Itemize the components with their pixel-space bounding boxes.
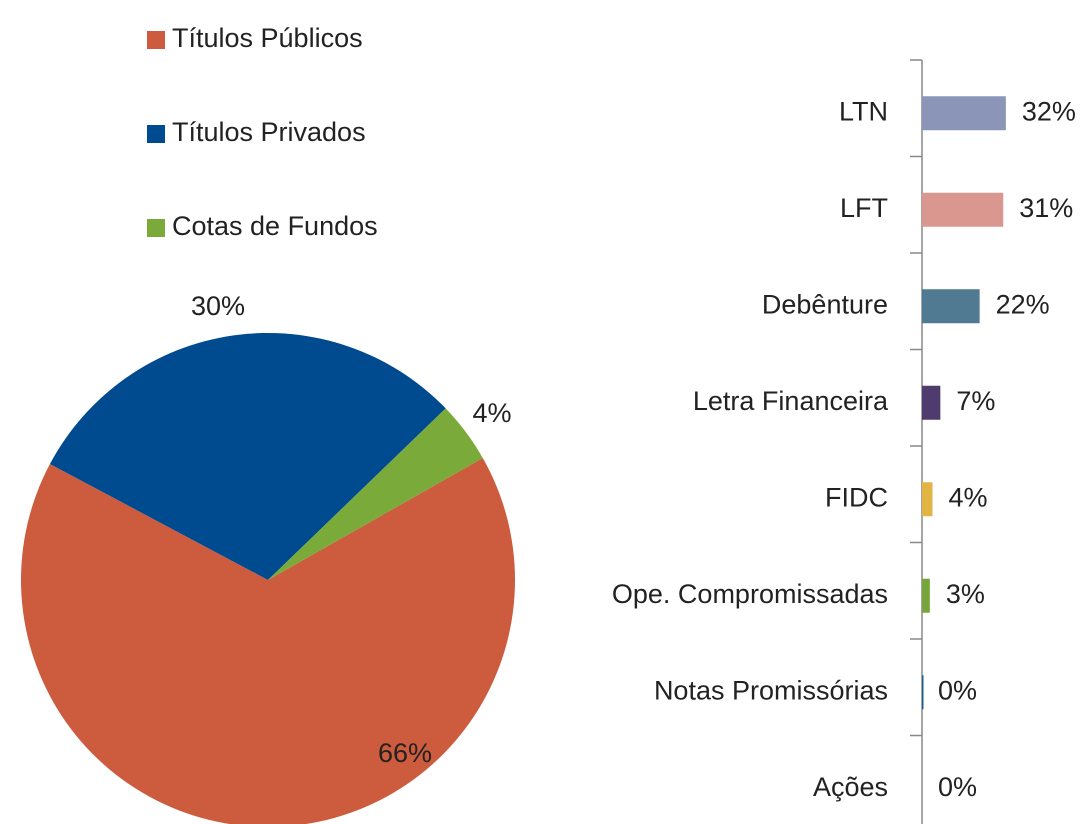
pie-value-label: 66% [378, 738, 432, 768]
category-label: Debênture [762, 289, 888, 319]
bar-value-label: 4% [948, 482, 987, 512]
category-label: FIDC [825, 482, 888, 512]
category-label: Letra Financeira [693, 386, 889, 416]
category-label: Ope. Compromissadas [612, 579, 888, 609]
category-label: LFT [840, 193, 888, 223]
bar [922, 675, 924, 710]
legend-label: Cotas de Fundos [172, 211, 378, 241]
bar [922, 96, 1006, 131]
legend-swatch [147, 125, 165, 143]
pie-slice [21, 457, 515, 824]
category-label: Ações [813, 772, 888, 802]
legend-label: Títulos Públicos [172, 23, 363, 53]
bar-value-label: 7% [956, 386, 995, 416]
category-label: LTN [839, 96, 888, 126]
bar-value-label: 3% [946, 579, 985, 609]
bar [922, 578, 930, 613]
bar-value-label: 0% [938, 772, 977, 802]
pie-slice [49, 332, 446, 580]
legend-swatch [147, 31, 165, 49]
bar [922, 289, 980, 324]
bar-value-label: 0% [938, 675, 977, 705]
category-label: Notas Promissórias [654, 675, 888, 705]
bar [922, 482, 933, 517]
legend-swatch [147, 219, 165, 237]
bar-value-label: 22% [996, 289, 1050, 319]
bar-value-label: 31% [1019, 193, 1073, 223]
pie-slice [268, 408, 483, 580]
legend-label: Títulos Privados [172, 117, 366, 147]
bar-value-label: 32% [1022, 96, 1076, 126]
bar [922, 192, 1004, 227]
bar [922, 385, 941, 420]
pie-value-label: 4% [472, 398, 511, 428]
pie-value-label: 30% [191, 291, 245, 321]
